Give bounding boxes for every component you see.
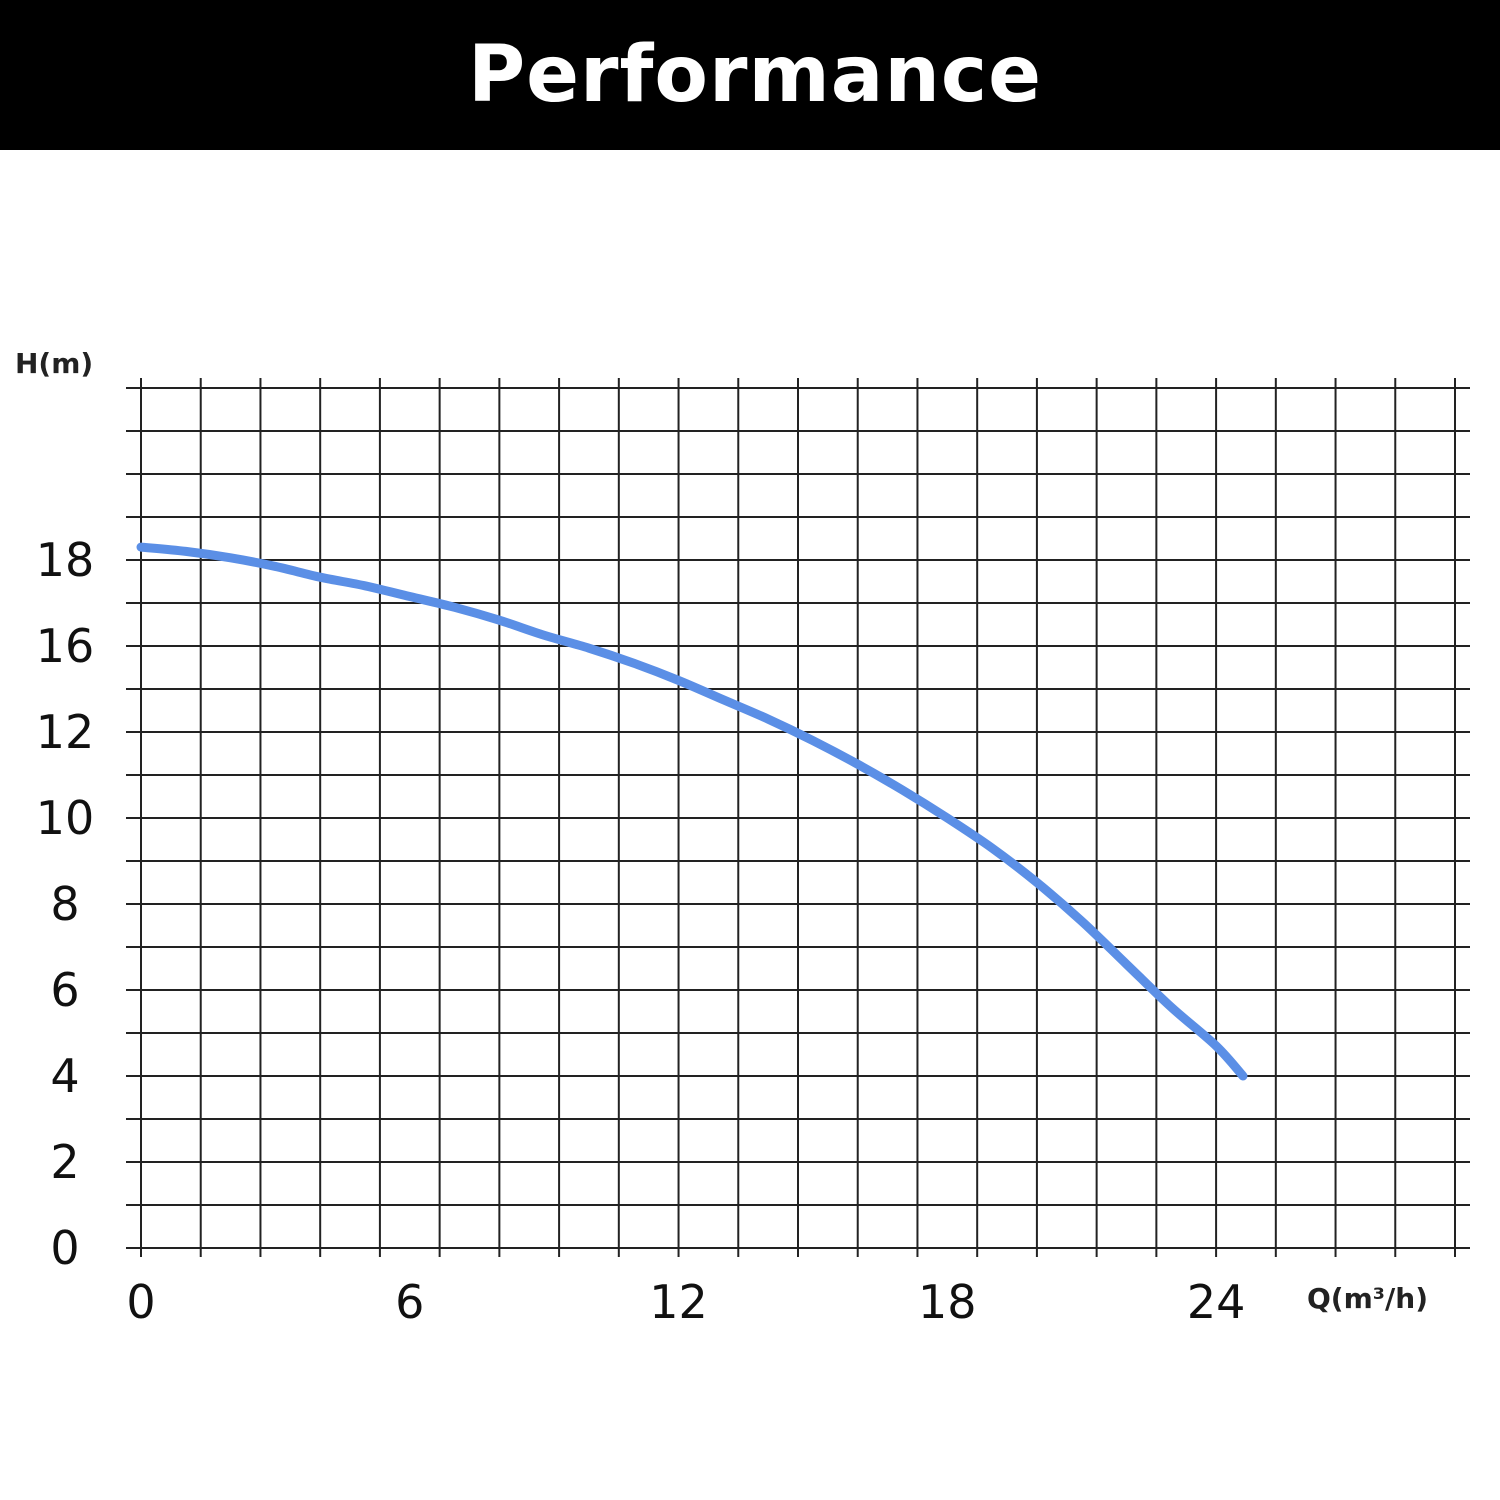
- x-tick-label: 12: [649, 1275, 708, 1329]
- y-tick-label: 8: [50, 877, 79, 931]
- y-tick-label: 18: [36, 533, 95, 587]
- x-tick-label: 18: [918, 1275, 977, 1329]
- x-tick-label: 24: [1187, 1275, 1246, 1329]
- y-tick-label: 4: [50, 1049, 79, 1103]
- chart-curves: [136, 542, 1248, 1081]
- y-tick-label: 0: [50, 1221, 79, 1275]
- x-axis-title: Q(m³/h): [1307, 1282, 1428, 1315]
- y-tick-label: 10: [36, 791, 95, 845]
- x-tick-label: 0: [126, 1275, 155, 1329]
- performance-curve: [136, 542, 1248, 1081]
- y-tick-label: 2: [50, 1135, 79, 1189]
- title-banner: Performance: [0, 0, 1500, 150]
- y-tick-label: 12: [36, 705, 95, 759]
- chart-grid: [126, 378, 1470, 1257]
- x-tick-label: 6: [395, 1275, 424, 1329]
- y-axis-title: H(m): [15, 347, 93, 380]
- y-tick-label: 16: [36, 619, 95, 673]
- banner-title: Performance: [467, 30, 1043, 120]
- y-tick-label: 6: [50, 963, 79, 1017]
